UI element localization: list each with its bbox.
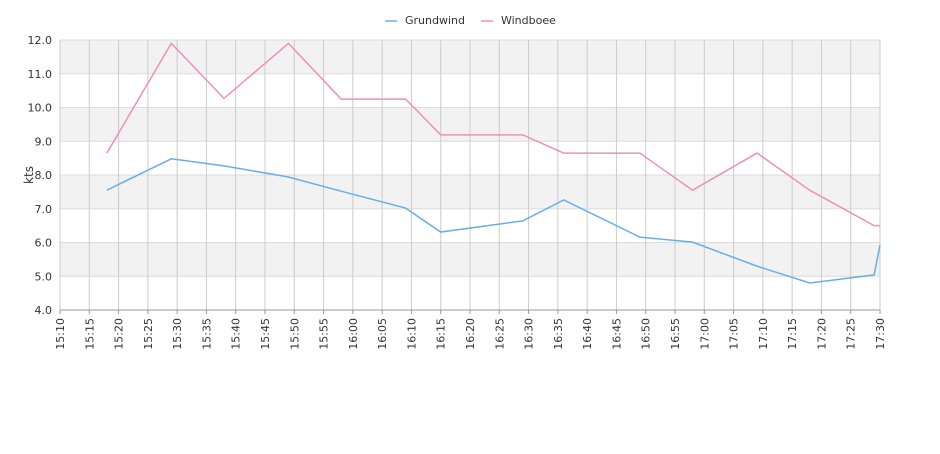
x-tick-label: 17:25 (845, 318, 858, 350)
x-tick-label: 15:45 (259, 318, 272, 350)
x-tick-label: 15:10 (54, 318, 67, 350)
x-tick-label: 15:40 (230, 318, 243, 350)
x-tick-label: 15:25 (142, 318, 155, 350)
x-tick-label: 15:30 (171, 318, 184, 350)
x-tick-label: 17:10 (757, 318, 770, 350)
y-tick-label: 8.0 (35, 169, 53, 182)
x-tick-label: 15:15 (83, 318, 96, 350)
y-tick-label: 10.0 (28, 102, 53, 115)
x-tick-label: 16:35 (552, 318, 565, 350)
series-line (106, 42, 880, 227)
x-tick-label: 15:50 (288, 318, 301, 350)
x-tick-label: 15:55 (318, 318, 331, 350)
y-axis-label: kts (22, 166, 36, 184)
x-tick-label: 16:25 (493, 318, 506, 350)
series-line (106, 158, 881, 284)
x-tick-label: 16:15 (435, 318, 448, 350)
y-tick-label: 12.0 (28, 34, 53, 47)
y-tick-label: 5.0 (35, 270, 53, 283)
x-tick-label: 15:35 (200, 318, 213, 350)
x-tick-label: 17:20 (815, 318, 828, 350)
x-tick-label: 16:55 (669, 318, 682, 350)
x-tick-label: 16:50 (640, 318, 653, 350)
x-tick-label: 15:20 (113, 318, 126, 350)
x-tick-label: 17:30 (874, 318, 887, 350)
x-tick-label: 17:00 (698, 318, 711, 350)
y-tick-label: 9.0 (35, 135, 53, 148)
x-tick-label: 16:45 (610, 318, 623, 350)
legend-label: Grundwind (405, 14, 465, 27)
x-tick-label: 16:40 (581, 318, 594, 350)
y-tick-label: 7.0 (35, 203, 53, 216)
y-tick-label: 4.0 (35, 304, 53, 317)
x-tick-label: 16:00 (347, 318, 360, 350)
x-tick-label: 16:20 (464, 318, 477, 350)
y-tick-label: 6.0 (35, 237, 53, 250)
legend-label: Windboee (501, 14, 556, 27)
y-tick-label: 11.0 (28, 68, 53, 81)
x-tick-label: 16:10 (405, 318, 418, 350)
x-tick-label: 17:15 (786, 318, 799, 350)
x-tick-label: 16:30 (523, 318, 536, 350)
x-tick-label: 16:05 (376, 318, 389, 350)
x-tick-label: 17:05 (728, 318, 741, 350)
